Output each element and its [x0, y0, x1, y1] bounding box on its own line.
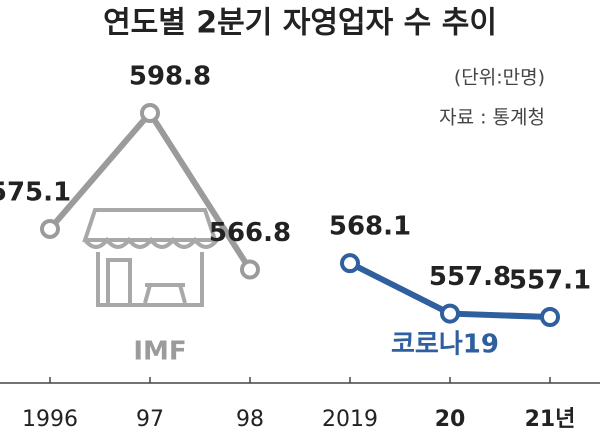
point	[340, 253, 360, 274]
series-label: 코로나19	[391, 330, 499, 360]
x-tick-label: 1996	[22, 407, 78, 432]
point	[40, 218, 60, 239]
data-label: 566.8	[209, 218, 291, 248]
x-tick-label: 2019	[322, 407, 378, 432]
data-label: 557.8	[429, 262, 511, 292]
x-tick-label: 98	[236, 407, 264, 432]
point	[140, 103, 160, 123]
data-label: 568.1	[329, 212, 411, 242]
point	[440, 303, 460, 324]
point	[240, 259, 260, 280]
chart-title: 연도별 2분기 자영업자 수 추이	[103, 6, 497, 41]
data-label: 575.1	[0, 177, 71, 207]
data-label: 598.8	[129, 62, 211, 92]
series-label: IMF	[133, 337, 186, 367]
data-label: 557.1	[509, 266, 591, 296]
source: 자료 : 통계청	[439, 107, 545, 129]
x-tick-label: 20	[435, 407, 466, 432]
x-tick-label: 21년	[525, 407, 576, 432]
x-tick-label: 97	[136, 407, 164, 432]
store-icon	[82, 208, 219, 307]
point	[540, 307, 560, 327]
unit: (단위:만명)	[454, 67, 545, 89]
